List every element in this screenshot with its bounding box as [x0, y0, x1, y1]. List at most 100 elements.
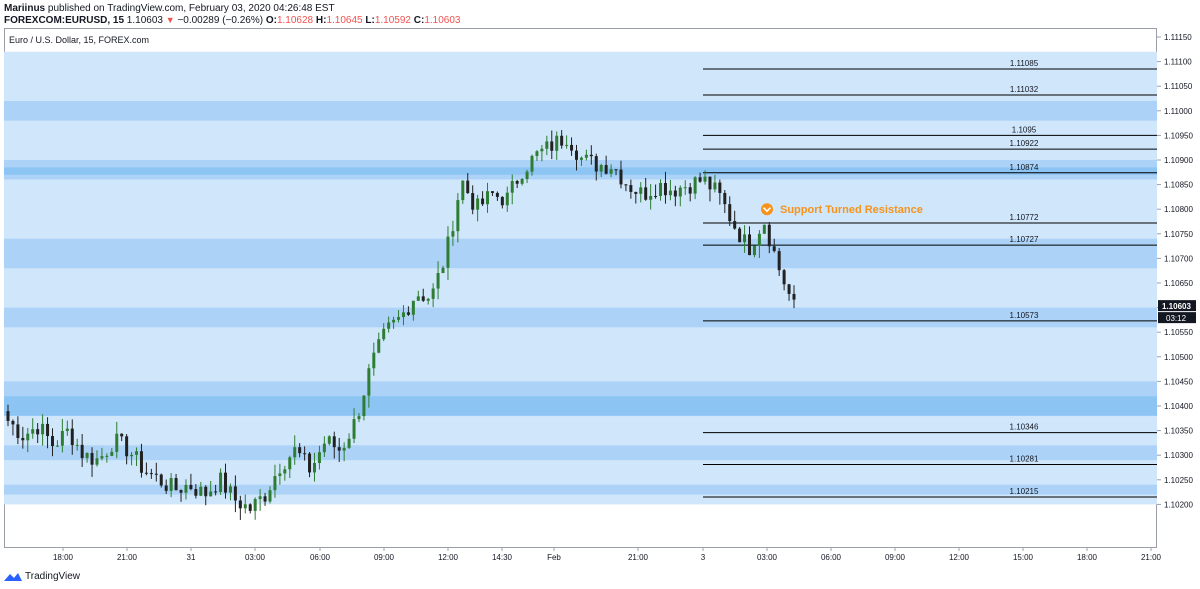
y-tick-label: 1.11000 [1164, 107, 1193, 116]
countdown-label: 03:12 [1166, 314, 1187, 323]
y-tick-label: 1.10900 [1164, 156, 1193, 165]
candle-body [130, 454, 134, 457]
candle-body [738, 228, 742, 243]
candle-body [263, 496, 267, 502]
low-value: 1.10592 [374, 15, 411, 26]
chart-title: Euro / U.S. Dollar, 15, FOREX.com [9, 35, 149, 45]
candle-body [144, 472, 148, 474]
candle-body [342, 447, 346, 451]
chevron-down-circle-icon [761, 203, 773, 216]
x-tick-label: 15:00 [1013, 553, 1034, 562]
candle-body [248, 504, 252, 511]
tradingview-logo-icon [4, 572, 22, 581]
sr-band [4, 381, 1157, 397]
candle-body [317, 452, 321, 464]
chart-plot[interactable]: 1.11085 1.11032 1.1095 1.10922 1.10874 1.1077… [4, 28, 1157, 548]
candle-body [406, 312, 410, 315]
candle-body [624, 184, 628, 186]
sr-band [4, 445, 1157, 461]
candle-body [233, 486, 237, 501]
candle-body [26, 433, 30, 441]
level-label: 1.10727 [1010, 235, 1039, 244]
candle-body [565, 144, 569, 146]
y-tick-label: 1.10350 [1164, 427, 1193, 436]
candle-body [11, 420, 15, 425]
candle-body [238, 500, 242, 509]
level-label: 1.10772 [1010, 213, 1039, 222]
candle-body [743, 234, 747, 243]
annotation-chevron [762, 207, 772, 213]
sr-band [4, 307, 1157, 328]
candle-body [36, 429, 40, 435]
candle-body [308, 453, 312, 473]
level-label: 1.10573 [1010, 311, 1039, 320]
candle-body [50, 436, 54, 447]
candle-body [120, 433, 124, 437]
candle-body [283, 469, 287, 474]
y-tick-label: 1.10400 [1164, 402, 1193, 411]
candle-body [209, 491, 213, 497]
y-tick-label: 1.10800 [1164, 205, 1193, 214]
candle-body [708, 176, 712, 190]
candle-body [614, 169, 618, 171]
y-tick-label: 1.10450 [1164, 377, 1193, 386]
candle-body [446, 236, 450, 268]
candle-body [392, 319, 396, 323]
x-tick-label: 03:00 [245, 553, 266, 562]
candle-body [634, 191, 638, 194]
open-label: O: [265, 15, 277, 26]
candle-body [767, 224, 771, 247]
level-label: 1.11032 [1010, 85, 1039, 94]
candle-body [535, 151, 539, 156]
candle-body [139, 451, 143, 473]
x-tick-label: 09:00 [885, 553, 906, 562]
x-tick-label: 09:00 [374, 553, 395, 562]
y-tick-label: 1.10750 [1164, 230, 1193, 239]
candle-body [273, 476, 277, 491]
candle-body [451, 231, 455, 237]
candle-body [110, 451, 114, 456]
candle-body [579, 157, 583, 160]
candle-body [466, 180, 470, 194]
candle-body [505, 192, 509, 206]
candle-body [347, 438, 351, 448]
candle-body [377, 339, 381, 353]
candle-body [357, 416, 361, 420]
candle-body [169, 478, 173, 491]
candle-body [629, 185, 633, 192]
candle-body [70, 428, 74, 446]
x-tick-label: 03:00 [757, 553, 778, 562]
candle-body [199, 486, 203, 496]
level-label: 1.10281 [1010, 455, 1039, 464]
level-label: 1.10874 [1010, 163, 1039, 172]
candle-body [673, 190, 677, 197]
published-text: published on TradingView.com, February 0… [47, 3, 335, 14]
candle-body [174, 478, 178, 491]
candle-body [115, 433, 119, 452]
x-tick-label: 12:00 [438, 553, 459, 562]
y-tick-label: 1.10600 [1164, 304, 1193, 313]
candle-body [352, 419, 356, 439]
candle-body [441, 267, 445, 274]
candle-body [90, 452, 94, 465]
candle-body [663, 182, 667, 196]
candle-body [293, 447, 297, 458]
footer-brand[interactable]: TradingView [4, 571, 80, 582]
y-tick-label: 1.10850 [1164, 181, 1193, 190]
y-tick-label: 1.10200 [1164, 500, 1193, 509]
x-tick-label: 18:00 [1077, 553, 1098, 562]
candle-body [367, 368, 371, 396]
candle-body [752, 245, 756, 256]
author-name[interactable]: Mariinus [4, 3, 46, 14]
candle-body [85, 452, 89, 459]
candle-body [224, 472, 228, 493]
candle-body [401, 312, 405, 318]
candle-body [678, 187, 682, 197]
candle-body [530, 155, 534, 172]
x-tick-label: 31 [187, 553, 196, 562]
low-label: L: [365, 15, 375, 26]
candle-body [654, 195, 658, 197]
candle-body [644, 187, 648, 200]
candle-body [322, 443, 326, 453]
candle-body [703, 176, 707, 182]
